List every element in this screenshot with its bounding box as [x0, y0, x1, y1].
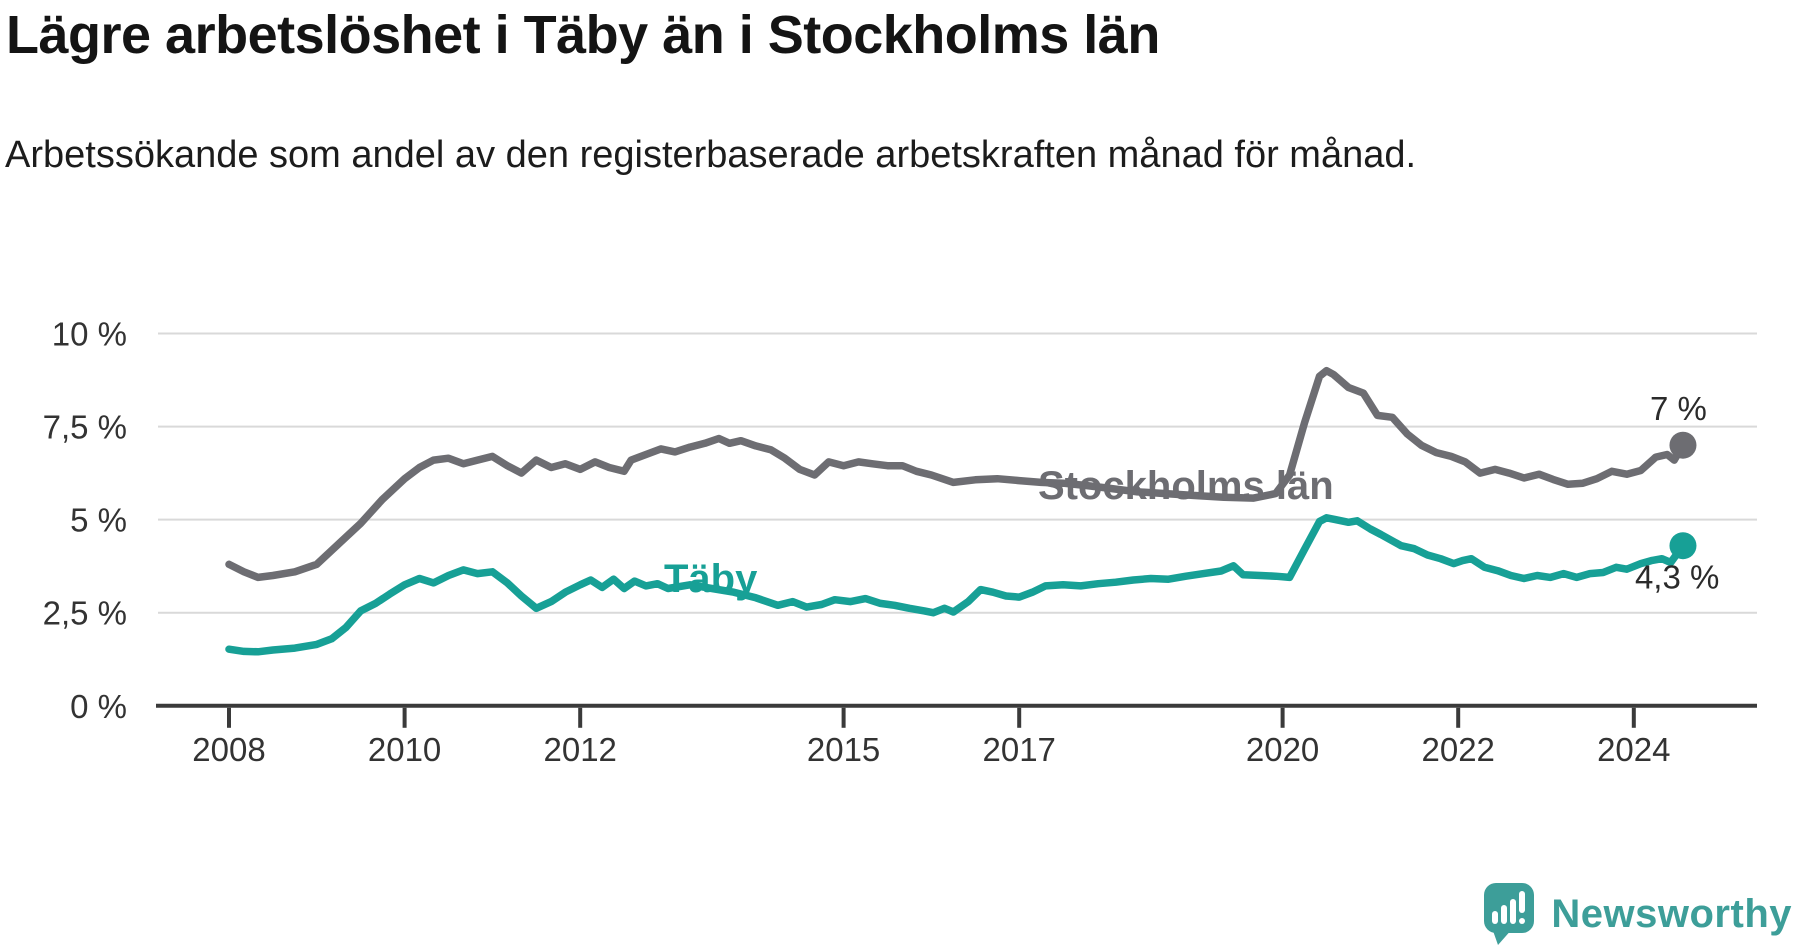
y-axis-tick-label: 7,5 % — [43, 409, 127, 446]
x-axis-tick-label: 2015 — [807, 731, 880, 768]
series-end-value-label: 4,3 % — [1635, 559, 1719, 596]
y-axis-tick-label: 0 % — [70, 688, 127, 725]
newsworthy-logo-icon — [1484, 883, 1535, 945]
series-label-taby: Täby — [664, 557, 758, 601]
brand-name: Newsworthy — [1551, 891, 1792, 936]
chart-subtitle: Arbetssökande som andel av den registerb… — [5, 134, 1417, 176]
x-axis-tick-label: 2017 — [982, 731, 1055, 768]
x-axis-tick-label: 2020 — [1246, 731, 1319, 768]
series-label-stockholm: Stockholms län — [1038, 464, 1334, 508]
x-axis-tick-label: 2012 — [543, 731, 616, 768]
series-end-value-label: 7 % — [1650, 390, 1707, 427]
y-axis-tick-label: 10 % — [52, 316, 127, 353]
x-axis-tick-label: 2008 — [192, 731, 265, 768]
x-axis-tick-label: 2010 — [368, 731, 441, 768]
x-axis-tick-label: 2024 — [1597, 731, 1670, 768]
page-title: Lägre arbetslöshet i Täby än i Stockholm… — [6, 5, 1160, 65]
series-line-stockholm — [225, 366, 1687, 582]
series-end-dot-taby — [1669, 532, 1697, 560]
x-axis-tick-label: 2022 — [1421, 731, 1494, 768]
y-axis-tick-label: 2,5 % — [43, 595, 127, 632]
y-axis-tick-label: 5 % — [70, 502, 127, 539]
series-end-dot-stockholm — [1669, 431, 1697, 459]
brand-footer: Newsworthy — [1483, 882, 1792, 946]
series-line-taby — [225, 514, 1687, 656]
